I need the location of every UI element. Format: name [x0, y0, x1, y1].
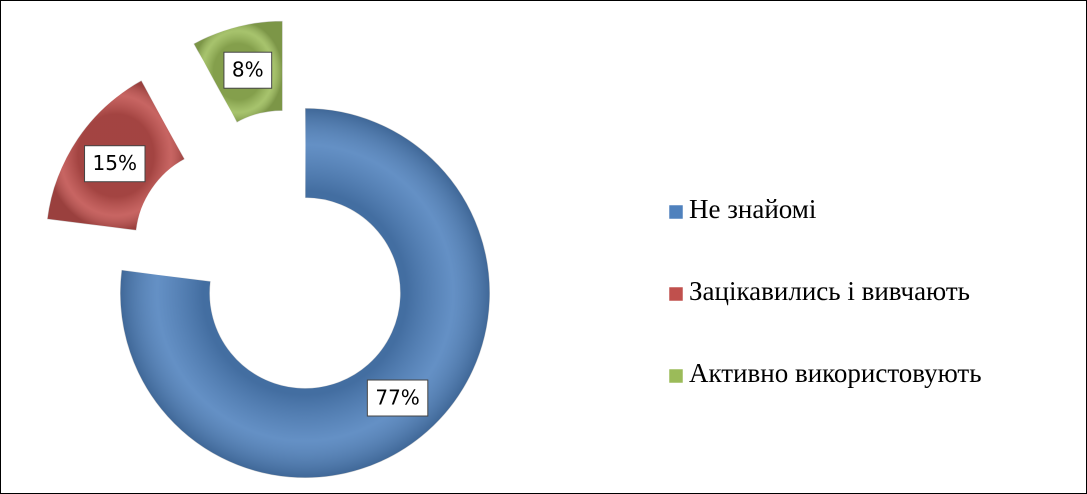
data-label: 8%: [232, 58, 264, 82]
legend-label: Активно використовують: [689, 358, 982, 388]
data-label: 77%: [375, 386, 419, 410]
legend-swatch: [668, 368, 684, 384]
legend-label: Не знайомі: [689, 194, 816, 224]
legend-label: Зацікавились і вивчають: [689, 276, 970, 306]
label-box: [223, 51, 273, 89]
label-box: [366, 379, 429, 417]
legend-swatch: [668, 286, 684, 302]
label-box: [84, 145, 146, 183]
legend-swatch: [668, 204, 684, 220]
data-label: 15%: [93, 151, 137, 175]
